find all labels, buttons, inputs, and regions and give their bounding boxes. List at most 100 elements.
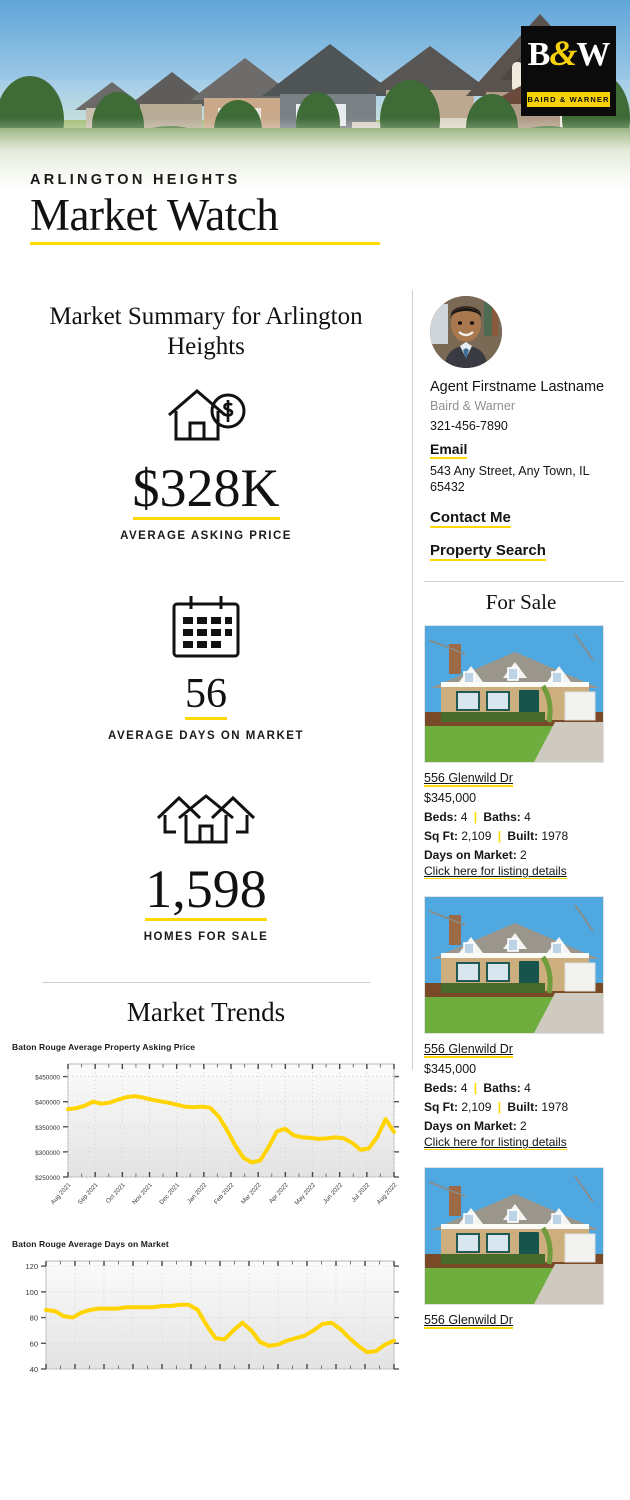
chart-title-asking-price: Baton Rouge Average Property Asking Pric… bbox=[12, 1041, 196, 1052]
x-axis-tick-label: Jul 2022 bbox=[350, 1181, 371, 1203]
logo-banner-text: BAIRD & WARNER bbox=[527, 92, 610, 107]
column-divider bbox=[412, 290, 413, 1070]
divider-pipe-icon: | bbox=[473, 810, 478, 825]
title-underline bbox=[30, 242, 380, 246]
baird-warner-logo[interactable]: B&W BAIRD & WARNER bbox=[521, 26, 616, 116]
x-axis-tick-label: Oct 2021 bbox=[105, 1181, 127, 1205]
sqft-value: 2,109 bbox=[461, 1100, 492, 1115]
beds-value: 4 bbox=[460, 1081, 468, 1096]
built-value: 1978 bbox=[541, 829, 569, 844]
dom-label: Days on Market: bbox=[424, 848, 517, 863]
y-axis-tick-label: 120 bbox=[25, 1262, 38, 1271]
y-axis-tick-label: 40 bbox=[30, 1365, 38, 1374]
x-axis-tick-label: Mar 2022 bbox=[240, 1181, 263, 1206]
listing-item[interactable]: 556 Glenwild Dr $345,000 Beds: 4 | Baths… bbox=[420, 625, 622, 880]
property-search-link[interactable]: Property Search bbox=[430, 542, 546, 562]
y-axis-tick-label: $350000 bbox=[35, 1124, 60, 1131]
stat-homes-for-sale: 1,598 HOMES FOR SALE bbox=[0, 788, 412, 946]
x-axis-tick-label: May 2022 bbox=[294, 1181, 318, 1206]
beds-value: 4 bbox=[460, 810, 468, 825]
listing-details-link[interactable]: Click here for listing details bbox=[424, 864, 567, 880]
chart-days-on-market: Baton Rouge Average Days on Market 40 60 8… bbox=[0, 1239, 412, 1375]
sqft-label: Sq Ft: bbox=[424, 1100, 458, 1115]
listing-photo[interactable] bbox=[424, 896, 604, 1035]
listing-address[interactable]: 556 Glenwild Dr bbox=[424, 771, 513, 788]
stat-average-asking-price: $328K AVERAGE ASKING PRICE bbox=[0, 383, 412, 545]
baths-label: Baths: bbox=[483, 810, 521, 825]
listing-sqft-built: Sq Ft: 2,109 | Built: 1978 bbox=[424, 829, 622, 843]
sqft-label: Sq Ft: bbox=[424, 829, 458, 844]
stat-value-average-days-on-market: 56 bbox=[185, 673, 227, 720]
chart-canvas-days-on-market: 40 60 80 100 120 bbox=[12, 1255, 402, 1375]
stat-label-average-asking-price: AVERAGE ASKING PRICE bbox=[120, 530, 292, 542]
chart-title-days-on-market: Baton Rouge Average Days on Market bbox=[12, 1238, 169, 1249]
built-label: Built: bbox=[507, 1100, 539, 1115]
built-label: Built: bbox=[507, 829, 539, 844]
dom-label: Days on Market: bbox=[424, 1119, 517, 1134]
x-axis-tick-label: Jan 2022 bbox=[186, 1181, 209, 1205]
x-axis-tick-label: Aug 2021 bbox=[50, 1181, 73, 1206]
agent-phone[interactable]: 321-456-7890 bbox=[430, 418, 508, 433]
x-axis-tick-label: Jun 2022 bbox=[322, 1181, 345, 1205]
listing-days-on-market: Days on Market: 2 bbox=[424, 1119, 622, 1133]
stat-average-days-on-market: 56 AVERAGE DAYS ON MARKET bbox=[0, 593, 412, 745]
y-axis-tick-label: $300000 bbox=[35, 1149, 60, 1156]
for-sale-heading: For Sale bbox=[485, 590, 557, 615]
for-sale-divider bbox=[424, 581, 624, 583]
chart-series-line bbox=[44, 1302, 396, 1354]
y-axis-tick-label: 60 bbox=[30, 1339, 38, 1348]
built-value: 1978 bbox=[541, 1100, 569, 1115]
listing-price: $345,000 bbox=[424, 791, 477, 806]
stat-label-average-days-on-market: AVERAGE DAYS ON MARKET bbox=[108, 729, 304, 742]
market-summary-heading: Market Summary for Arlington Heights bbox=[49, 303, 363, 360]
listing-beds-baths: Beds: 4 | Baths: 4 bbox=[424, 1081, 622, 1095]
left-column: Market Summary for Arlington Heights $32… bbox=[0, 290, 412, 1375]
listing-address[interactable]: 556 Glenwild Dr bbox=[424, 1313, 513, 1330]
listing-item[interactable]: 556 Glenwild Dr $345,000 Beds: 4 | Baths… bbox=[420, 896, 622, 1151]
x-axis-tick-label: Nov 2021 bbox=[131, 1181, 154, 1206]
listing-photo[interactable] bbox=[424, 1167, 604, 1306]
divider-pipe-icon: | bbox=[497, 829, 502, 844]
chart-series-line bbox=[66, 1093, 396, 1164]
listing-days-on-market: Days on Market: 2 bbox=[424, 848, 622, 862]
logo-wordmark: B&W bbox=[527, 33, 611, 73]
beds-label: Beds: bbox=[424, 810, 458, 825]
divider-pipe-icon: | bbox=[497, 1100, 502, 1115]
x-axis-tick-label: Dec 2021 bbox=[158, 1181, 181, 1206]
agent-email-link[interactable]: Email bbox=[430, 440, 468, 459]
chart-canvas-asking-price: $250000 $300000 $350000 $400000 $450000 Aug 2… bbox=[12, 1058, 402, 1223]
listing-item[interactable]: 556 Glenwild Dr bbox=[420, 1167, 622, 1330]
baths-value: 4 bbox=[524, 1081, 531, 1096]
logo-ampersand: & bbox=[549, 33, 577, 73]
y-axis-tick-label: $400000 bbox=[35, 1099, 60, 1106]
page-title: Market Watch bbox=[30, 190, 279, 240]
y-axis-tick-label: 80 bbox=[30, 1313, 38, 1322]
y-axis-tick-label: 100 bbox=[25, 1287, 38, 1296]
hero-fade-overlay bbox=[0, 118, 630, 190]
stat-label-homes-for-sale: HOMES FOR SALE bbox=[143, 931, 269, 944]
logo-letter-b: B bbox=[527, 36, 551, 73]
stat-value-average-asking-price: $328K bbox=[132, 458, 280, 520]
listing-beds-baths: Beds: 4 | Baths: 4 bbox=[424, 810, 622, 824]
contact-me-link[interactable]: Contact Me bbox=[430, 509, 511, 529]
chart-asking-price: Baton Rouge Average Property Asking Pric… bbox=[0, 1042, 412, 1223]
sqft-value: 2,109 bbox=[461, 829, 492, 844]
x-axis-tick-label: Apr 2022 bbox=[268, 1181, 290, 1205]
dom-value: 2 bbox=[520, 848, 527, 863]
x-axis-tick-label: Feb 2022 bbox=[213, 1181, 236, 1206]
listing-price: $345,000 bbox=[424, 1062, 477, 1077]
listing-address[interactable]: 556 Glenwild Dr bbox=[424, 1042, 513, 1059]
x-axis-tick-label: Sep 2021 bbox=[77, 1181, 100, 1206]
baths-value: 4 bbox=[524, 810, 531, 825]
trends-divider bbox=[42, 981, 370, 983]
logo-letter-w: W bbox=[576, 36, 610, 73]
right-column: Agent Firstname Lastname Baird & Warner … bbox=[420, 290, 630, 1343]
listing-details-link[interactable]: Click here for listing details bbox=[424, 1135, 567, 1151]
house-dollar-icon bbox=[0, 383, 412, 445]
agent-name: Agent Firstname Lastname bbox=[430, 379, 605, 395]
title-block: ARLINGTON HEIGHTS Market Watch bbox=[30, 172, 380, 246]
market-trends-heading: Market Trends bbox=[126, 996, 286, 1027]
listing-sqft-built: Sq Ft: 2,109 | Built: 1978 bbox=[424, 1100, 622, 1114]
listing-photo[interactable] bbox=[424, 625, 604, 764]
agent-avatar bbox=[430, 296, 502, 368]
